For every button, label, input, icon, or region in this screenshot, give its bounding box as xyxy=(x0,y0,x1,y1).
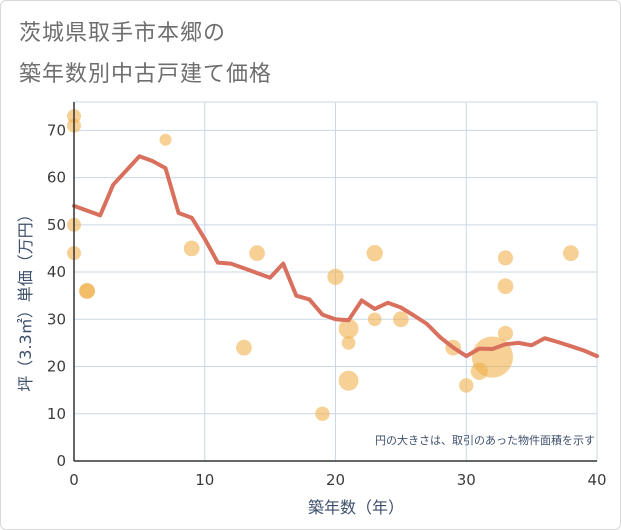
data-point xyxy=(159,133,172,146)
chart-title-line1: 茨城県取手市本郷の xyxy=(19,21,227,46)
y-tick-label: 40 xyxy=(47,263,66,281)
data-point xyxy=(366,244,383,262)
data-point xyxy=(459,378,474,393)
x-tick-label: 10 xyxy=(195,471,214,489)
y-tick-label: 50 xyxy=(47,216,66,234)
chart-title-line2: 築年数別中古戸建て価格 xyxy=(19,62,273,87)
y-tick-label: 30 xyxy=(47,310,66,328)
data-point xyxy=(497,325,514,341)
data-point xyxy=(249,245,265,262)
x-axis-label: 築年数（年） xyxy=(308,498,404,517)
data-point xyxy=(183,240,200,257)
y-tick-label: 20 xyxy=(47,358,66,376)
y-tick-label: 10 xyxy=(47,405,66,423)
y-tick-label: 0 xyxy=(56,452,66,470)
data-point xyxy=(338,370,359,391)
line-layer xyxy=(72,154,599,359)
data-point xyxy=(315,406,330,421)
data-point xyxy=(79,283,95,299)
data-point xyxy=(497,278,514,295)
series-line-average xyxy=(72,154,599,359)
y-axis-label: 坪（3.3㎡）単価（万円） xyxy=(16,206,35,391)
x-tick-label: 40 xyxy=(587,471,606,489)
data-point xyxy=(367,312,382,327)
data-point xyxy=(497,250,514,266)
y-tick-label: 60 xyxy=(47,169,66,187)
data-point xyxy=(562,245,579,262)
data-point xyxy=(236,339,252,356)
x-tick-label: 20 xyxy=(326,471,345,489)
axes: 0 10 20 30 40 0 10 20 30 40 50 60 70 xyxy=(47,102,607,489)
data-point xyxy=(393,311,409,328)
bubble-size-note: 円の大きさは、取引のあった物件面積を示す xyxy=(375,433,595,447)
data-point xyxy=(341,336,356,350)
x-tick-label: 0 xyxy=(69,471,79,489)
y-tick-label: 70 xyxy=(47,121,66,139)
x-tick-label: 30 xyxy=(457,471,476,489)
data-point xyxy=(338,318,359,339)
data-point xyxy=(327,268,344,285)
